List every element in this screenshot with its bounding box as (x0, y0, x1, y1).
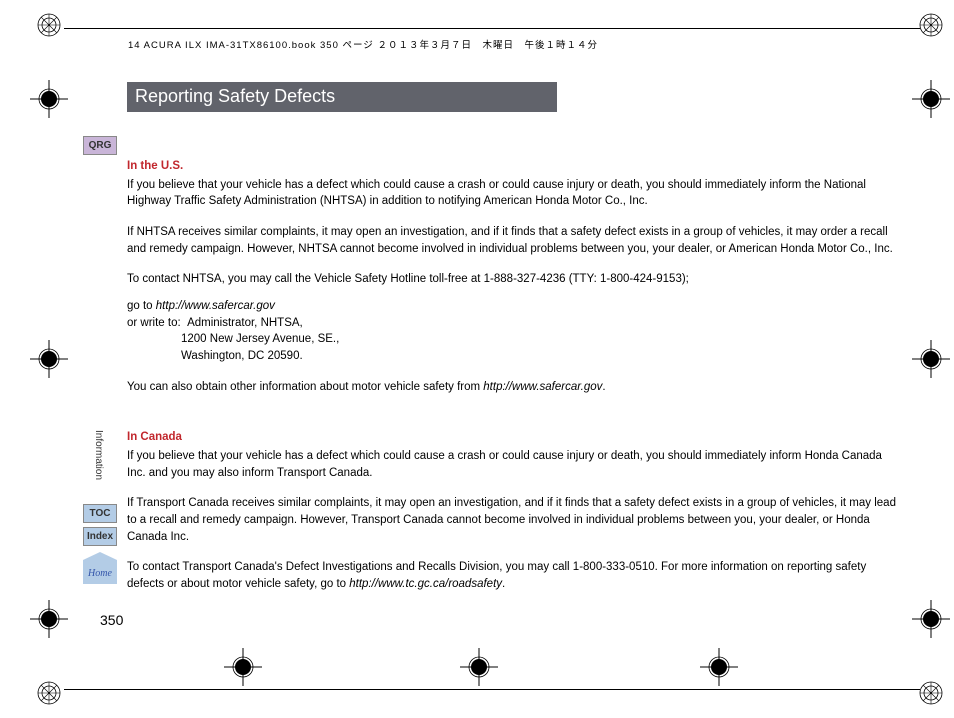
addr1: Administrator, NHTSA, (187, 317, 303, 329)
safercar-link-2[interactable]: http://www.safercar.gov (483, 381, 602, 393)
ca-p3b: . (502, 578, 505, 590)
crosshair-b2 (460, 648, 498, 686)
addr3: Washington, DC 20590. (127, 348, 897, 365)
us-p4b: . (602, 381, 605, 393)
us-writeto-line: or write to: Administrator, NHTSA, (127, 315, 897, 332)
ca-heading: In Canada (127, 429, 897, 446)
top-rule (64, 28, 920, 29)
crosshair-l1 (30, 80, 68, 118)
addr2: 1200 New Jersey Avenue, SE., (127, 331, 897, 348)
tc-link[interactable]: http://www.tc.gc.ca/roadsafety (349, 578, 502, 590)
reg-mark-br (918, 680, 944, 706)
index-button[interactable]: Index (83, 527, 117, 546)
us-heading: In the U.S. (127, 158, 897, 175)
ca-p3: To contact Transport Canada's Defect Inv… (127, 559, 897, 592)
page-number: 350 (100, 612, 123, 628)
us-p2: If NHTSA receives similar complaints, it… (127, 224, 897, 257)
ca-p2: If Transport Canada receives similar com… (127, 495, 897, 545)
safercar-link[interactable]: http://www.safercar.gov (156, 300, 275, 312)
sidebar-top: QRG (83, 136, 117, 159)
home-button[interactable]: Home (83, 560, 117, 584)
crosshair-b1 (224, 648, 262, 686)
goto-prefix: go to (127, 300, 156, 312)
crosshair-r3 (912, 600, 950, 638)
bottom-rule (64, 689, 920, 690)
reg-mark-bl (36, 680, 62, 706)
crosshair-b3 (700, 648, 738, 686)
crosshair-r1 (912, 80, 950, 118)
page-title: Reporting Safety Defects (127, 82, 557, 112)
reg-mark-tr (918, 12, 944, 38)
us-p1: If you believe that your vehicle has a d… (127, 177, 897, 210)
sidebar-bottom: TOC Index Home (83, 504, 117, 584)
crosshair-l2 (30, 340, 68, 378)
us-p4a: You can also obtain other information ab… (127, 381, 483, 393)
us-goto-line: go to http://www.safercar.gov (127, 298, 897, 315)
section-vertical-label: Information (93, 430, 104, 480)
ca-p1: If you believe that your vehicle has a d… (127, 448, 897, 481)
main-content: In the U.S. If you believe that your veh… (127, 158, 897, 607)
header-meta: 14 ACURA ILX IMA-31TX86100.book 350 ページ … (128, 37, 598, 51)
qrg-button[interactable]: QRG (83, 136, 117, 155)
write-prefix: or write to: (127, 317, 181, 329)
reg-mark-tl (36, 12, 62, 38)
us-p3: To contact NHTSA, you may call the Vehic… (127, 271, 897, 288)
us-p4: You can also obtain other information ab… (127, 379, 897, 396)
crosshair-l3 (30, 600, 68, 638)
toc-button[interactable]: TOC (83, 504, 117, 523)
crosshair-r2 (912, 340, 950, 378)
